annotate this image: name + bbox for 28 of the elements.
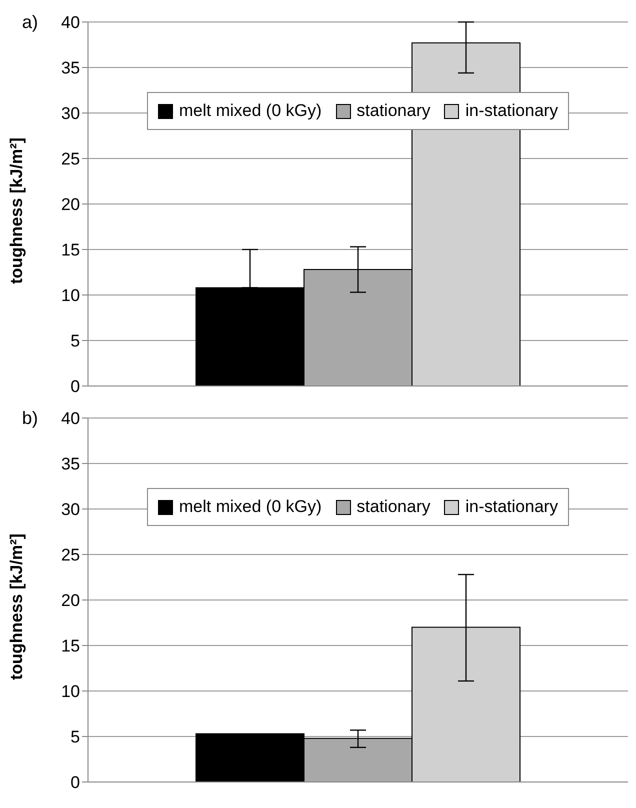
y-tick-label: 35: [61, 58, 80, 78]
y-tick-label: 10: [61, 682, 80, 702]
legend-label: stationary: [356, 497, 430, 517]
y-tick-label: 0: [70, 377, 80, 396]
y-tick-label: 10: [61, 286, 80, 306]
y-tick-label: 25: [61, 546, 80, 565]
legend-label: melt mixed (0 kGy): [179, 101, 322, 121]
chart-title: b): [22, 408, 38, 429]
y-axis-title: toughness [kJ/m²]: [7, 534, 26, 680]
y-tick-label: 15: [61, 636, 80, 656]
y-tick-label: 25: [61, 150, 80, 169]
y-tick-label: 20: [61, 591, 80, 610]
legend-label: stationary: [356, 101, 430, 121]
y-tick-label: 5: [70, 728, 80, 747]
legend-label: melt mixed (0 kGy): [179, 497, 322, 517]
y-tick-label: 35: [61, 454, 80, 474]
y-tick-label: 40: [61, 13, 80, 32]
legend-label: in-stationary: [465, 101, 558, 121]
y-tick-label: 40: [61, 409, 80, 428]
y-tick-label: 20: [61, 195, 80, 214]
y-tick-label: 15: [61, 240, 80, 260]
y-tick-label: 5: [70, 332, 80, 351]
y-tick-label: 0: [70, 773, 80, 792]
y-tick-label: 30: [61, 104, 80, 124]
y-axis-title: toughness [kJ/m²]: [7, 138, 26, 284]
chart-title: a): [22, 12, 38, 33]
y-tick-label: 30: [61, 500, 80, 520]
legend-label: in-stationary: [465, 497, 558, 517]
